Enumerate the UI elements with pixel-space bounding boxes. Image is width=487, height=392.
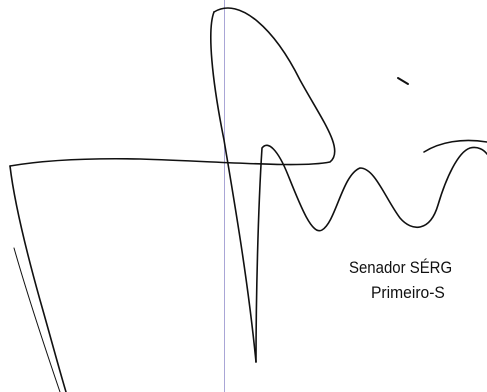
signer-title: Primeiro-S — [371, 283, 445, 302]
margin-rule — [224, 0, 225, 392]
signer-name: Senador SÉRG — [349, 258, 453, 277]
